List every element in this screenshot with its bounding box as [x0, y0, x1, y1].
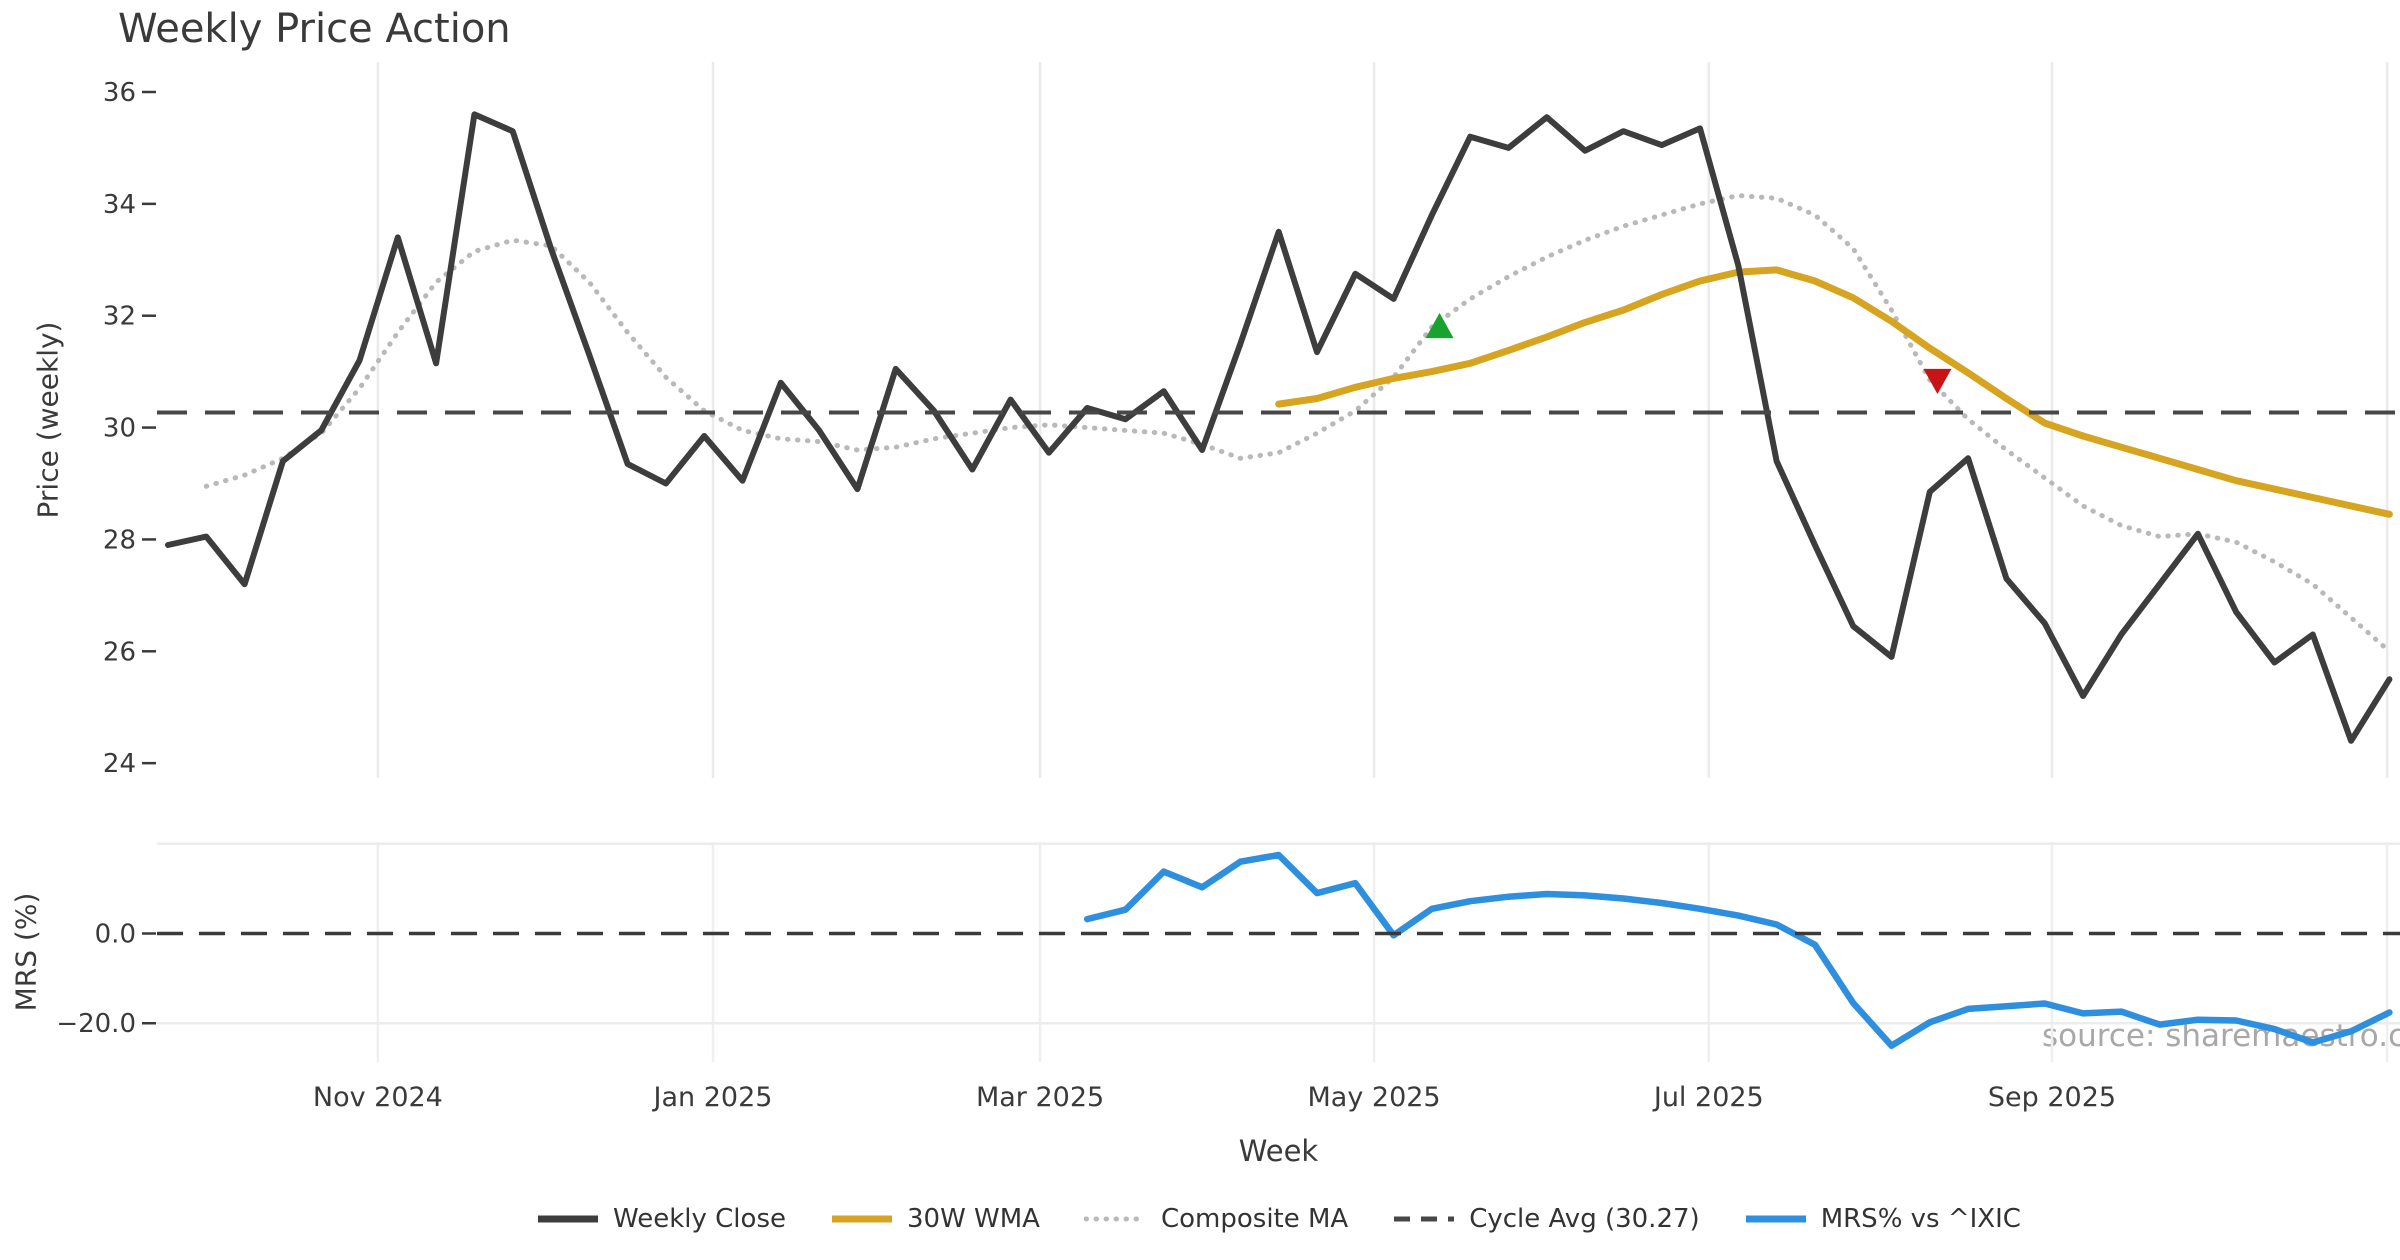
legend-swatch-solid	[831, 1215, 892, 1223]
price-tick-label: 26	[103, 637, 136, 667]
legend-item: Composite MA	[1083, 1204, 1349, 1234]
x-axis-label: Week	[1238, 1134, 1319, 1168]
legend-item: Weekly Close	[536, 1204, 786, 1234]
weekly-close-line	[165, 111, 2393, 744]
legend-item: Cycle Avg (30.27)	[1392, 1204, 1700, 1234]
x-tick-label: May 2025	[1308, 1082, 1441, 1113]
price-tick-label: 28	[103, 525, 136, 555]
price-tick-label: 30	[103, 414, 136, 444]
legend-label: Composite MA	[1160, 1204, 1349, 1234]
price-tick-label: 34	[103, 190, 136, 220]
sell-signal-marker	[1923, 368, 1952, 395]
wma30-line	[1275, 266, 2393, 518]
x-tick-label: Nov 2024	[313, 1082, 443, 1113]
legend-item: MRS% vs ^IXIC	[1744, 1204, 2021, 1234]
price-tick-label: 36	[103, 78, 136, 108]
legend-label: Weekly Close	[613, 1204, 786, 1234]
x-tick-label: Mar 2025	[976, 1082, 1104, 1113]
price-tick-label: 32	[103, 302, 136, 332]
legend-swatch-solid	[538, 1215, 599, 1223]
mrs-tick-label: 0.0	[95, 920, 136, 950]
x-tick-label: Jul 2025	[1652, 1082, 1764, 1113]
price-axis-label: Price (weekly)	[31, 321, 65, 519]
buy-signal-marker	[1425, 312, 1454, 339]
price-tick-label: 24	[103, 749, 136, 779]
legend-swatch-solid	[1745, 1215, 1806, 1223]
mrs-tick-label: −20.0	[56, 1009, 136, 1039]
composite-ma-line	[203, 193, 2392, 654]
legend-label: 30W WMA	[906, 1204, 1040, 1234]
legend-label: MRS% vs ^IXIC	[1820, 1204, 2021, 1234]
mrs-line	[1083, 851, 2393, 1049]
legend-swatch-dashed	[1394, 1216, 1455, 1222]
chart-title: Weekly Price Action	[118, 6, 511, 52]
legend-swatch-dotted	[1083, 1216, 1148, 1222]
legend-label: Cycle Avg (30.27)	[1469, 1204, 1700, 1234]
x-tick-label: Jan 2025	[652, 1082, 773, 1113]
x-tick-label: Sep 2025	[1988, 1082, 2116, 1113]
legend: Weekly Close 30W WMA Composite MA Cycle Avg…	[157, 1204, 2400, 1234]
mrs-axis-label: MRS (%)	[9, 892, 43, 1012]
legend-item: 30W WMA	[830, 1204, 1040, 1234]
